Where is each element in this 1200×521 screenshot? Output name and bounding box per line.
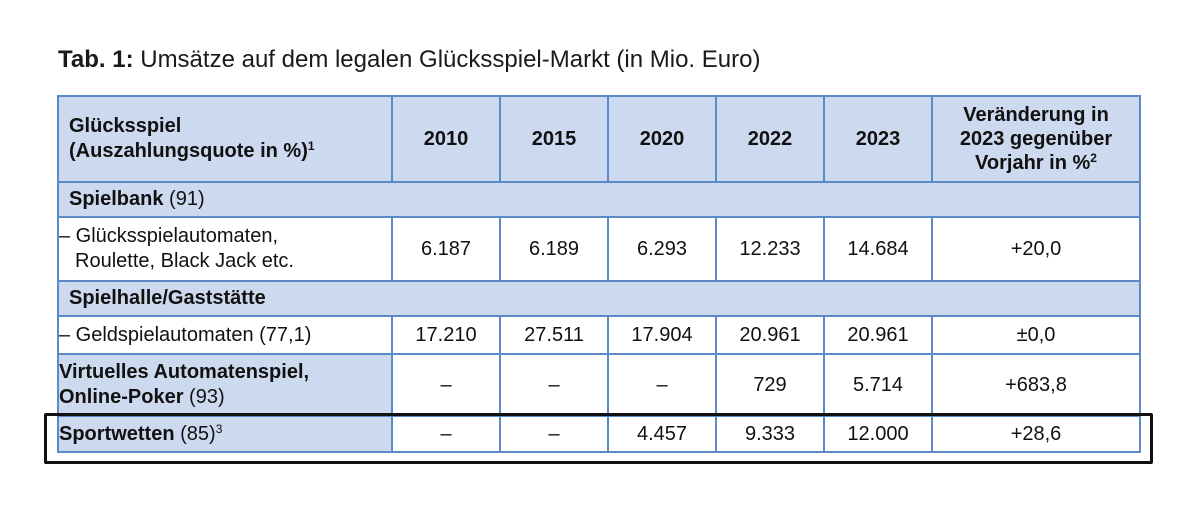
row-quote: (93)	[189, 386, 225, 408]
row-title: Sportwetten	[59, 422, 175, 445]
header-col1-line2: (Auszahlungsquote in %)	[69, 140, 308, 162]
header-col1-line1: Glücksspiel	[69, 115, 182, 137]
change-cell: +20,0	[931, 216, 1141, 282]
section-row-spielhalle: Spielhalle/Gaststätte	[57, 280, 1141, 317]
section-spielbank: Spielbank (91)	[57, 181, 1141, 218]
value-cell: 20.961	[823, 315, 933, 355]
value-cell: 729	[715, 353, 825, 417]
row-title-line2: Online-Poker	[59, 386, 184, 408]
caption-text: Umsätze auf dem legalen Glücksspiel-Mark…	[140, 46, 761, 73]
table-row: Virtuelles Automatenspiel, Online-Poker …	[57, 353, 1141, 417]
header-year: 2015	[499, 95, 609, 183]
revenue-table: Glücksspiel (Auszahlungsquote in %)1 201…	[57, 95, 1141, 453]
footnote-marker: 2	[1090, 151, 1097, 165]
footnote-marker: 1	[307, 139, 315, 153]
value-cell: 6.189	[499, 216, 609, 282]
value-cell: 9.333	[715, 415, 825, 453]
header-change: Veränderung in 2023 gegenüber Vorjahr in…	[931, 95, 1141, 183]
value-cell: 27.511	[499, 315, 609, 355]
value-cell: 5.714	[823, 353, 933, 417]
table-row: Sportwetten (85)3 – – 4.457 9.333 12.000…	[57, 415, 1141, 453]
header-year: 2010	[391, 95, 501, 183]
value-cell: 17.904	[607, 315, 717, 355]
section-title: Spielbank	[69, 188, 164, 210]
change-cell: +28,6	[931, 415, 1141, 453]
row-label-line1: – Glücksspielautomaten,	[59, 225, 279, 247]
value-cell: –	[607, 353, 717, 417]
row-quote: (85)	[180, 422, 216, 445]
row-label: – Geldspielautomaten (77,1)	[57, 315, 393, 355]
value-cell: 4.457	[607, 415, 717, 453]
header-year: 2020	[607, 95, 717, 183]
value-cell: –	[499, 353, 609, 417]
value-cell: –	[391, 415, 501, 453]
section-row-spielbank: Spielbank (91)	[57, 181, 1141, 218]
table-header-row: Glücksspiel (Auszahlungsquote in %)1 201…	[57, 95, 1141, 183]
row-label: – Glücksspielautomaten, Roulette, Black …	[57, 216, 393, 282]
value-cell: –	[391, 353, 501, 417]
row-label-line2: Roulette, Black Jack etc.	[75, 250, 294, 272]
value-cell: 6.187	[391, 216, 501, 282]
header-change-line1: Veränderung in	[963, 104, 1109, 126]
value-cell: 20.961	[715, 315, 825, 355]
row-label: Sportwetten (85)3	[57, 415, 393, 453]
section-title: Spielhalle/Gaststätte	[69, 287, 266, 309]
section-quote: (91)	[169, 188, 205, 210]
value-cell: 17.210	[391, 315, 501, 355]
value-cell: 6.293	[607, 216, 717, 282]
table-row: – Glücksspielautomaten, Roulette, Black …	[57, 216, 1141, 282]
value-cell: –	[499, 415, 609, 453]
change-cell: +683,8	[931, 353, 1141, 417]
caption-label: Tab. 1:	[58, 46, 134, 73]
change-cell: ±0,0	[931, 315, 1141, 355]
value-cell: 12.000	[823, 415, 933, 453]
value-cell: 14.684	[823, 216, 933, 282]
value-cell: 12.233	[715, 216, 825, 282]
header-year: 2023	[823, 95, 933, 183]
header-change-line3: Vorjahr in %	[975, 152, 1091, 174]
row-label: Virtuelles Automatenspiel, Online-Poker …	[57, 353, 393, 417]
table-caption: Tab. 1: Umsätze auf dem legalen Glückssp…	[58, 46, 760, 74]
table-row: – Geldspielautomaten (77,1) 17.210 27.51…	[57, 315, 1141, 355]
header-gluecksspiel: Glücksspiel (Auszahlungsquote in %)1	[57, 95, 393, 183]
header-change-line2: 2023 gegenüber	[959, 128, 1113, 150]
row-title-line1: Virtuelles Automatenspiel,	[59, 361, 310, 383]
section-spielhalle: Spielhalle/Gaststätte	[57, 280, 1141, 317]
footnote-marker: 3	[215, 421, 223, 436]
header-year: 2022	[715, 95, 825, 183]
